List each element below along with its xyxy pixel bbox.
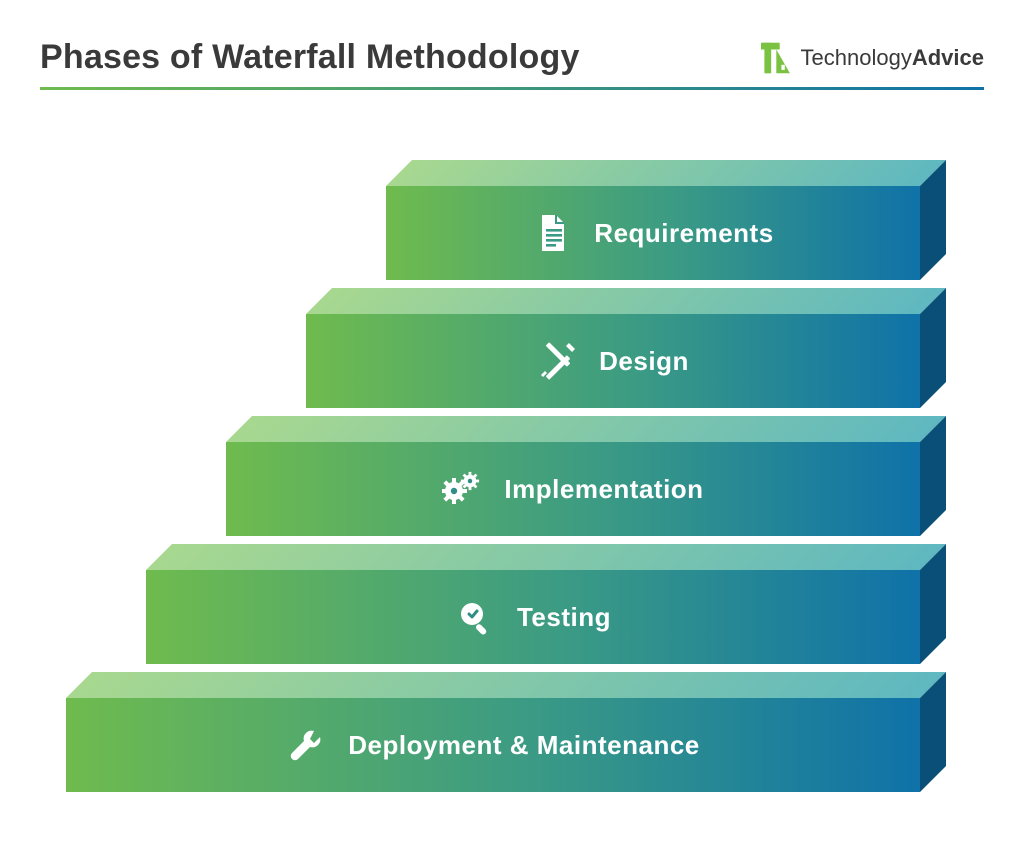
- step-label: Design: [599, 346, 689, 377]
- bar-top-face: [226, 416, 946, 442]
- bar-front-face: Implementation: [226, 442, 920, 536]
- waterfall-step: Testing: [146, 570, 920, 664]
- waterfall-step: Requirements: [386, 186, 920, 280]
- step-label: Implementation: [504, 474, 703, 505]
- bar-front-face: Requirements: [386, 186, 920, 280]
- bar-front-face: Deployment & Maintenance: [66, 698, 920, 792]
- bar-top-face: [386, 160, 946, 186]
- step-label: Testing: [517, 602, 611, 633]
- header: Phases of Waterfall Methodology Technolo…: [40, 38, 984, 77]
- waterfall-step: Design: [306, 314, 920, 408]
- bar-top-face: [306, 288, 946, 314]
- page-title: Phases of Waterfall Methodology: [40, 38, 580, 77]
- bar-front-face: Design: [306, 314, 920, 408]
- bar-front-face: Testing: [146, 570, 920, 664]
- gears-icon: [442, 469, 482, 509]
- step-label: Deployment & Maintenance: [348, 730, 700, 761]
- brand-logo: TechnologyAdvice: [761, 41, 984, 75]
- search-icon: [455, 597, 495, 637]
- brand-text: TechnologyAdvice: [801, 47, 984, 69]
- bar-top-face: [66, 672, 946, 698]
- brand-word-2: Advice: [912, 45, 984, 70]
- brand-word-1: Technology: [801, 45, 912, 70]
- step-label: Requirements: [594, 218, 773, 249]
- wrench-icon: [286, 725, 326, 765]
- page: Phases of Waterfall Methodology Technolo…: [0, 0, 1024, 853]
- header-rule: [40, 87, 984, 90]
- document-icon: [532, 213, 572, 253]
- waterfall-step: Deployment & Maintenance: [66, 698, 920, 792]
- waterfall-step: Implementation: [226, 442, 920, 536]
- brand-mark-icon: [761, 41, 795, 75]
- design-icon: [537, 341, 577, 381]
- waterfall-diagram: Requirements Design Implementation Testing D…: [0, 160, 1024, 853]
- bar-top-face: [146, 544, 946, 570]
